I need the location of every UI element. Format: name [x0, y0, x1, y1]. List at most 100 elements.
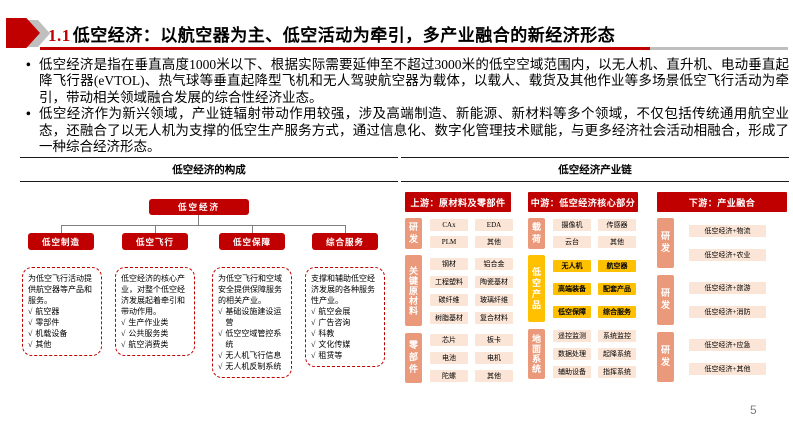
- check-item: √ 航空会展: [311, 306, 379, 317]
- bullet-marker: •: [26, 106, 31, 122]
- chain-item: 配套产品: [598, 282, 636, 295]
- downstream-group-1: 研发 低空经济+物流 低空经济+农业: [657, 218, 787, 268]
- check-mark: √: [218, 362, 223, 371]
- chain-item: 低空经济+物流: [689, 225, 766, 237]
- bullet-text: 低空经济是指在垂直高度1000米以下、根据实际需要延伸至不超过3000米的低空空…: [39, 57, 789, 105]
- chain-item: 树脂基材: [430, 311, 468, 324]
- check-label: 公共服务类: [128, 329, 169, 338]
- chain-item: 综合服务: [598, 305, 636, 318]
- check-label: 机载设备: [35, 329, 68, 338]
- page-title-index: 1.1: [48, 26, 71, 45]
- check-label: 生产作业类: [128, 318, 169, 327]
- chain-item: 低空经济+农业: [689, 249, 766, 261]
- chain-item: 陀螺: [430, 370, 468, 382]
- upstream-group-components: 零部件 芯片 板卡 电池 电机 陀螺 其他: [405, 333, 513, 383]
- page-number: 5: [750, 403, 757, 417]
- check-mark: √: [218, 307, 223, 316]
- bullet-item: • 低空经济是指在垂直高度1000米以下、根据实际需要延伸至不超过3000米的低…: [26, 57, 789, 106]
- chain-item: CAx: [430, 219, 468, 231]
- check-label: 低空空域管控系统: [225, 329, 282, 349]
- group-items: 遥控监测 系统监控 数据处理 起降系统 辅助设备 指挥系统: [553, 330, 636, 378]
- check-label: 航空消费类: [128, 340, 169, 349]
- check-item: √ 无人机反制系统: [218, 361, 286, 372]
- branch-node-services: 综合服务: [312, 233, 378, 250]
- chain-item: 低空经济+消防: [689, 306, 766, 318]
- check-label: 租赁等: [318, 351, 343, 360]
- branch-desc: 为低空飞行活动提供航空器等产品和服务。: [28, 274, 92, 305]
- group-label: 研发: [405, 218, 422, 249]
- check-item: √ 零部件: [28, 317, 96, 328]
- branch-desc: 低空经济的核心产业，对整个低空经济发展起着牵引和带动作用。: [121, 274, 185, 316]
- branch-detail-services: 支撑和辅助低空经济发展的各种服务性产业。 √ 航空会展 √ 广告咨询 √ 科教 √ 文化…: [305, 267, 385, 367]
- bullet-text: 低空经济作为新兴领域，产业链辐射带动作用较强，涉及高端制造、新能源、新材料等多个…: [39, 106, 789, 155]
- midstream-header: 中游：低空经济核心部分: [528, 192, 638, 212]
- group-label: 关键原材料: [405, 255, 422, 326]
- check-mark: √: [311, 329, 316, 338]
- upstream-group-rd: 研发 CAx EDA PLM 其他: [405, 218, 513, 249]
- chain-item: 低空经济+其他: [689, 363, 766, 375]
- downstream-group-3: 研发 低空经济+应急 低空经济+其他: [657, 332, 787, 382]
- check-mark: √: [311, 340, 316, 349]
- check-item: √ 低空空域管控系统: [218, 328, 286, 350]
- midstream-group-products: 低空产品 无人机 航空器 高端装备 配套产品 低空保障 综合服务: [528, 255, 638, 322]
- branch-node-support: 低空保障: [219, 233, 285, 250]
- group-items: 钢材 铝合金 工程塑料 陶瓷基材 碳纤维 玻璃纤维 树脂基材 复合材料: [430, 257, 513, 324]
- tree-connector: [155, 225, 156, 233]
- chain-item: 工程塑料: [430, 275, 468, 288]
- downstream-group-2: 研发 低空经济+旅游 低空经济+消防: [657, 275, 787, 325]
- chain-item: 摄像机: [553, 219, 591, 231]
- check-label: 文化传媒: [318, 340, 351, 349]
- group-label: 低空产品: [528, 255, 545, 322]
- branch-label: 低空保障: [232, 236, 271, 247]
- chain-item: 钢材: [430, 257, 468, 270]
- chain-item: 数据处理: [553, 348, 591, 360]
- chain-item: 其他: [598, 236, 636, 248]
- check-item: √ 公共服务类: [121, 328, 189, 339]
- branch-node-manufacturing: 低空制造: [28, 233, 94, 250]
- check-mark: √: [28, 307, 33, 316]
- branch-desc: 支撑和辅助低空经济发展的各种服务性产业。: [311, 274, 375, 305]
- check-item: √ 广告咨询: [311, 317, 379, 328]
- group-items: 低空经济+物流 低空经济+农业: [689, 225, 766, 261]
- group-label: 零部件: [405, 333, 422, 383]
- check-label: 科教: [318, 329, 335, 338]
- check-mark: √: [218, 329, 223, 338]
- chain-item: 无人机: [553, 259, 591, 272]
- check-mark: √: [311, 351, 316, 360]
- branch-desc: 为低空飞行和空域安全提供保障服务的相关产业。: [218, 274, 282, 305]
- branch-label: 低空制造: [41, 236, 80, 247]
- tree-connector: [345, 225, 346, 233]
- chain-item: EDA: [475, 219, 513, 231]
- industry-chain-title: 低空经济产业链: [401, 157, 789, 182]
- chain-item: 复合材料: [475, 311, 513, 324]
- check-label: 广告咨询: [318, 318, 351, 327]
- chain-item: 其他: [475, 236, 513, 248]
- branch-label: 低空飞行: [135, 236, 174, 247]
- branch-label: 综合服务: [325, 236, 364, 247]
- check-item: √ 租赁等: [311, 350, 379, 361]
- group-items: 低空经济+应急 低空经济+其他: [689, 339, 766, 375]
- downstream-column: 下游：产业融合 研发 低空经济+物流 低空经济+农业 研发 低空经济+旅游 低空…: [657, 192, 787, 383]
- group-items: 芯片 板卡 电池 电机 陀螺 其他: [430, 334, 513, 382]
- chain-item: 电池: [430, 352, 468, 364]
- midstream-group-payload: 载荷 摄像机 传感器 云台 其他: [528, 218, 638, 249]
- check-mark: √: [121, 329, 126, 338]
- bullet-marker: •: [26, 57, 31, 72]
- check-mark: √: [28, 329, 33, 338]
- check-label: 航空会展: [318, 307, 351, 316]
- chain-item: 陶瓷基材: [475, 275, 513, 288]
- chain-item: 起降系统: [598, 348, 636, 360]
- check-mark: √: [311, 318, 316, 327]
- industry-chain-panel: 低空经济产业链 上游：原材料及零部件 研发 CAx EDA PLM 其他 关键原…: [401, 157, 789, 389]
- group-items: 摄像机 传感器 云台 其他: [553, 219, 636, 248]
- bullet-item: • 低空经济作为新兴领域，产业链辐射带动作用较强，涉及高端制造、新能源、新材料等…: [26, 106, 789, 155]
- chain-item: 航空器: [598, 259, 636, 272]
- page-title-text: 低空经济：以航空器为主、低空活动为牵引，多产业融合的新经济形态: [72, 26, 616, 45]
- check-item: √ 无人机飞行信息: [218, 350, 286, 361]
- tree-connector: [198, 215, 199, 225]
- check-item: √ 文化传媒: [311, 339, 379, 350]
- upstream-column: 上游：原材料及零部件 研发 CAx EDA PLM 其他 关键原材料 钢材 铝合…: [405, 192, 513, 383]
- branch-node-flight: 低空飞行: [122, 233, 188, 250]
- check-item: √ 基础设施建设运营: [218, 306, 286, 328]
